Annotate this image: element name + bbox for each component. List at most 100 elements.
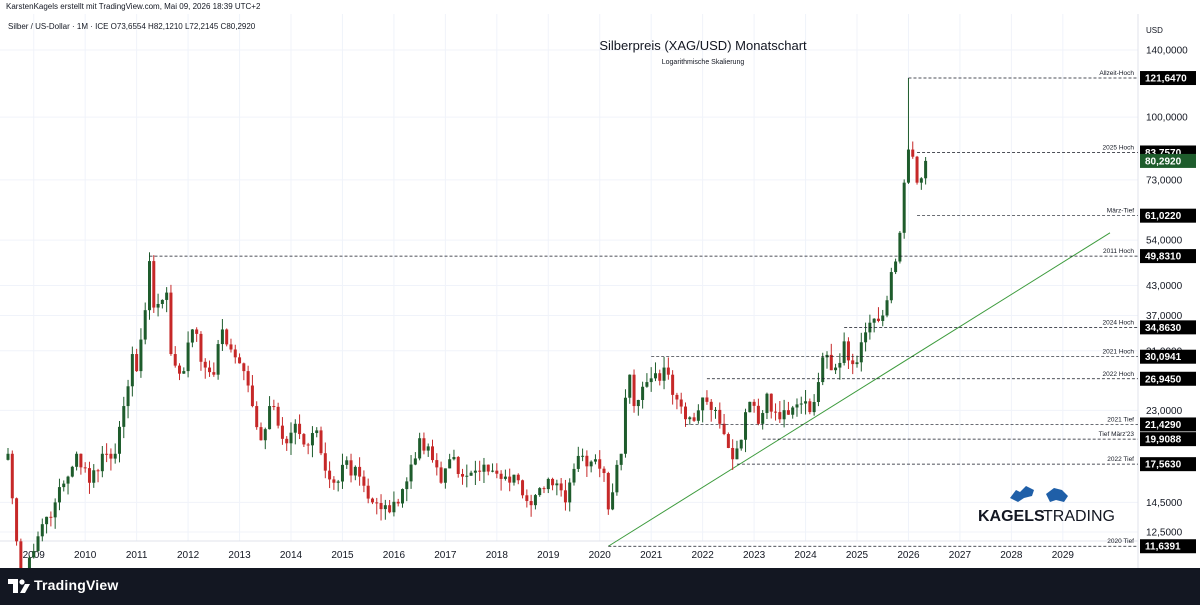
level-line: 2022 Tief 17,5630 (736, 456, 1196, 472)
candle (705, 390, 709, 405)
x-tick-label: 2014 (280, 550, 303, 561)
chart-title: Silberpreis (XAG/USD) Monatschart (599, 38, 807, 53)
candle (306, 442, 310, 455)
candle (405, 477, 409, 502)
candle (413, 452, 417, 466)
candle (636, 399, 640, 416)
candle (452, 449, 456, 461)
level-line: 2021 Tief 21,4290 (685, 416, 1196, 432)
candle (340, 453, 344, 489)
candle (225, 328, 229, 347)
candle (178, 363, 182, 381)
silver-monthly-chart[interactable]: Silber / US-Dollar · 1M · ICE O73,6554 H… (0, 14, 1200, 568)
candle (332, 476, 336, 490)
candle (602, 466, 606, 482)
candle (319, 426, 323, 456)
candle (53, 498, 57, 529)
candle (310, 426, 314, 458)
level-line: 2020 Tief 11,6391 (608, 538, 1196, 554)
candle (6, 447, 10, 461)
candle (233, 344, 237, 364)
candle (212, 362, 216, 377)
candle (679, 392, 683, 414)
candle (148, 252, 152, 320)
candle (529, 494, 533, 517)
candle (448, 453, 452, 469)
candle (49, 511, 53, 527)
candle (358, 457, 362, 486)
level-name: März-Tief (1107, 208, 1134, 215)
candle (598, 450, 602, 478)
candle (96, 468, 100, 483)
x-axis-ticks: 2009201020112012201320142015201620172018… (23, 550, 1075, 561)
candle (19, 538, 23, 568)
candle (70, 465, 74, 478)
x-tick-label: 2011 (126, 550, 148, 561)
candle (238, 353, 242, 364)
candle (611, 483, 615, 511)
candle (66, 475, 70, 495)
level-price-text: 11,6391 (1145, 542, 1181, 553)
level-price-box (1140, 432, 1196, 447)
x-tick-label: 2028 (1000, 550, 1023, 561)
candle (714, 407, 718, 419)
candle (280, 417, 284, 445)
y-axis-unit: USD (1146, 26, 1163, 35)
candle (752, 399, 756, 413)
level-line: 2011 Hoch 49,8310 (149, 248, 1196, 264)
candle (100, 446, 104, 478)
candle (563, 479, 567, 511)
level-name: Tief März'23 (1099, 431, 1135, 438)
x-tick-label: 2012 (177, 550, 200, 561)
candle (486, 464, 490, 476)
candle (45, 516, 49, 534)
candle (388, 499, 392, 514)
support-trendline[interactable] (608, 232, 1111, 547)
x-tick-label: 2024 (794, 550, 817, 561)
candle (298, 414, 302, 440)
candle (739, 439, 743, 451)
candle (216, 339, 220, 380)
candle (323, 442, 327, 479)
candle (876, 307, 880, 323)
x-tick-label: 2023 (743, 550, 766, 561)
level-price-text: 21,4290 (1145, 420, 1182, 431)
candle (782, 399, 786, 428)
candle (924, 157, 928, 185)
candle (581, 448, 585, 462)
kagels-trading-logo: KAGELS TRADING (978, 486, 1115, 525)
candle (692, 412, 696, 422)
candle (87, 461, 91, 494)
candle (366, 478, 370, 504)
candle (139, 328, 143, 378)
candle (79, 453, 83, 475)
candle (117, 420, 121, 463)
candle (521, 479, 525, 499)
x-tick-label: 2017 (434, 550, 457, 561)
candle (75, 451, 79, 471)
candle (495, 463, 499, 479)
candle (731, 439, 735, 470)
candle (431, 439, 435, 463)
candle (859, 332, 863, 372)
candle (683, 402, 687, 427)
candle (443, 468, 447, 489)
candle (409, 455, 413, 489)
x-tick-label: 2010 (74, 550, 97, 561)
candle (786, 401, 790, 415)
level-name: Allzeit-Hoch (1099, 70, 1134, 77)
candle (915, 155, 919, 185)
candle (585, 450, 589, 477)
candle (499, 470, 503, 491)
candle (370, 497, 374, 505)
level-name: 2025 Hoch (1103, 144, 1135, 151)
candle (57, 478, 61, 511)
candle (589, 460, 593, 473)
candle (276, 402, 280, 429)
candle (525, 489, 529, 508)
candle (156, 293, 160, 317)
y-tick-label: 12,5000 (1146, 528, 1183, 539)
level-price-text: 83,7570 (1145, 148, 1182, 159)
candle (400, 488, 404, 508)
trendline[interactable] (608, 232, 1111, 547)
